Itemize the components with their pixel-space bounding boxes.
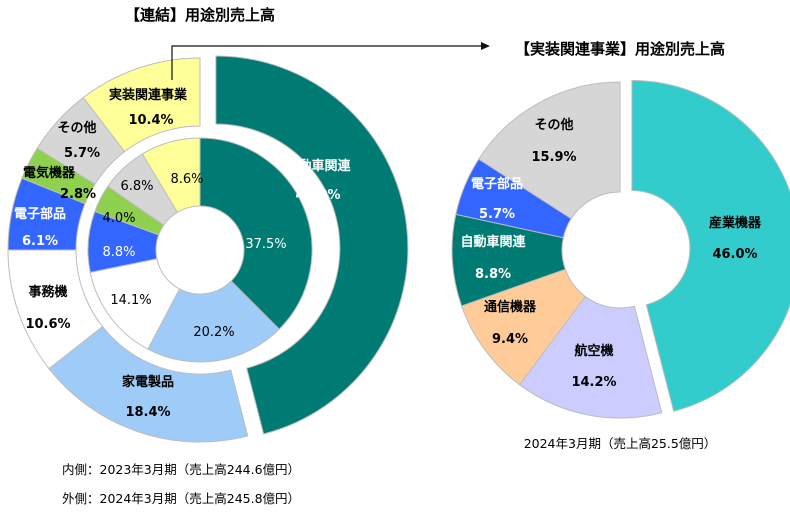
mounting-business-ring <box>451 79 790 419</box>
left-outer-segment-6 <box>82 57 201 153</box>
outer-label-name-other: その他 <box>57 120 96 136</box>
outer-label-value-office: 10.6% <box>25 317 70 332</box>
inner-label-electronic-parts: 8.8% <box>102 245 135 260</box>
right-label-value-aircraft: 14.2% <box>571 375 616 390</box>
outer-label-name-office: 事務機 <box>28 284 67 300</box>
right-label-name-automotive: 自動車関連 <box>460 234 526 250</box>
right-label-name-industrial: 産業機器 <box>709 215 762 231</box>
right-ring-segment-1 <box>518 295 663 419</box>
mounting-business-title: 【実装関連事業】用途別売上高 <box>515 40 725 58</box>
outer-label-value-mounting: 10.4% <box>128 113 173 128</box>
consolidated-inner-ring <box>87 137 313 363</box>
right-label-value-other: 15.9% <box>531 150 576 165</box>
outer-label-name-appliances: 家電製品 <box>122 374 174 390</box>
right-label-name-other: その他 <box>534 117 573 133</box>
outer-label-value-other: 5.7% <box>64 146 100 161</box>
outer-label-name-electronic-parts: 電子部品 <box>14 206 66 222</box>
right-label-name-telecom: 通信機器 <box>484 299 537 315</box>
inner-ring-caption: 内側：2023年3月期（売上高244.6億円） <box>62 462 300 477</box>
left-inner-segment-0 <box>199 137 313 330</box>
inner-label-automotive: 37.5% <box>245 237 286 252</box>
right-ring-segment-0 <box>631 79 790 412</box>
inner-label-office: 14.1% <box>110 293 151 308</box>
right-label-value-automotive: 8.8% <box>475 267 511 282</box>
inner-label-electrical: 4.0% <box>102 211 135 226</box>
inner-label-other: 6.8% <box>120 179 153 194</box>
consolidated-chart: 【連結】用途別売上高 自動車関連 46.0% 家電製品 18.4% 事務機 10… <box>7 6 409 506</box>
outer-label-name-automotive: 自動車関連 <box>285 158 351 174</box>
left-inner-segment-6 <box>141 137 201 213</box>
outer-label-value-electronic-parts: 6.1% <box>22 234 58 249</box>
outer-label-value-electrical: 2.8% <box>60 187 96 202</box>
consolidated-outer-ring <box>7 55 409 443</box>
outer-label-name-mounting: 実装関連事業 <box>109 87 188 103</box>
connector-arrow <box>171 42 490 80</box>
left-inner-segment-1 <box>147 280 280 363</box>
mounting-business-chart: 【実装関連事業】用途別売上高 産業機器 46.0% 航空機 14.2% 通信機器… <box>451 40 790 451</box>
outer-ring-caption: 外側：2024年3月期（売上高245.8億円） <box>62 491 300 506</box>
mounting-business-caption: 2024年3月期（売上高25.5億円） <box>524 436 717 451</box>
inner-label-appliances: 20.2% <box>193 325 234 340</box>
left-outer-segment-0 <box>215 55 409 435</box>
right-ring-segment-5 <box>478 81 621 220</box>
right-label-name-aircraft: 航空機 <box>574 343 613 359</box>
outer-label-name-electrical: 電気機器 <box>23 165 76 181</box>
right-label-name-electronic-parts: 電子部品 <box>471 176 523 192</box>
right-label-value-electronic-parts: 5.7% <box>479 207 515 222</box>
right-label-value-industrial: 46.0% <box>712 247 757 262</box>
outer-label-value-appliances: 18.4% <box>125 405 170 420</box>
right-label-value-telecom: 9.4% <box>492 332 528 347</box>
inner-label-mounting: 8.6% <box>170 172 203 187</box>
outer-label-value-automotive: 46.0% <box>295 188 340 203</box>
consolidated-title: 【連結】用途別売上高 <box>125 6 275 24</box>
